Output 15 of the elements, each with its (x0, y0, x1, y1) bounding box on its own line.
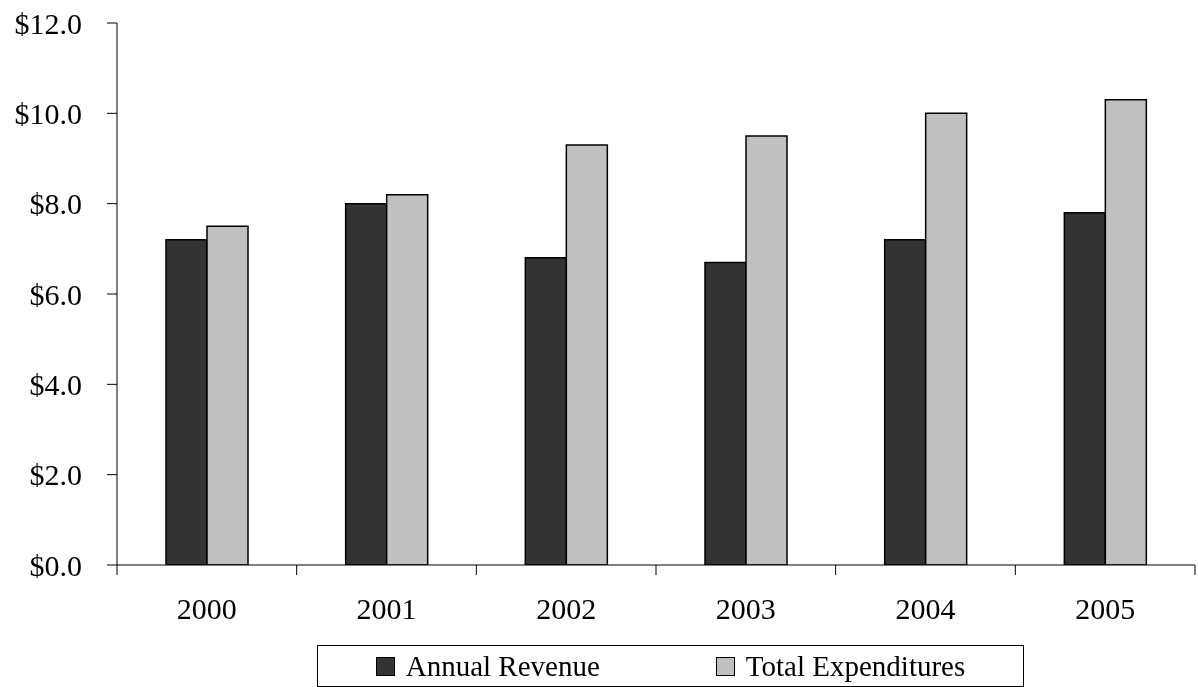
y-tick-label: $10.0 (14, 96, 82, 130)
y-tick-label: $6.0 (29, 277, 82, 311)
y-tick-label: $0.0 (29, 548, 82, 582)
legend-label: Annual Revenue (405, 649, 600, 683)
y-tick-label: $12.0 (14, 6, 82, 40)
y-tick-label: $2.0 (29, 458, 82, 492)
x-tick-label: 2004 (895, 592, 956, 625)
y-tick-label: $8.0 (29, 187, 82, 221)
y-tick-label: $4.0 (29, 367, 82, 401)
x-tick-label: 2003 (715, 592, 776, 625)
x-tick-label: 2001 (356, 592, 417, 625)
x-tick-label: 2002 (536, 592, 597, 625)
x-tick-label: 2000 (176, 592, 237, 625)
legend-label: Total Expenditures (745, 649, 966, 683)
x-tick-label: 2005 (1075, 592, 1136, 625)
